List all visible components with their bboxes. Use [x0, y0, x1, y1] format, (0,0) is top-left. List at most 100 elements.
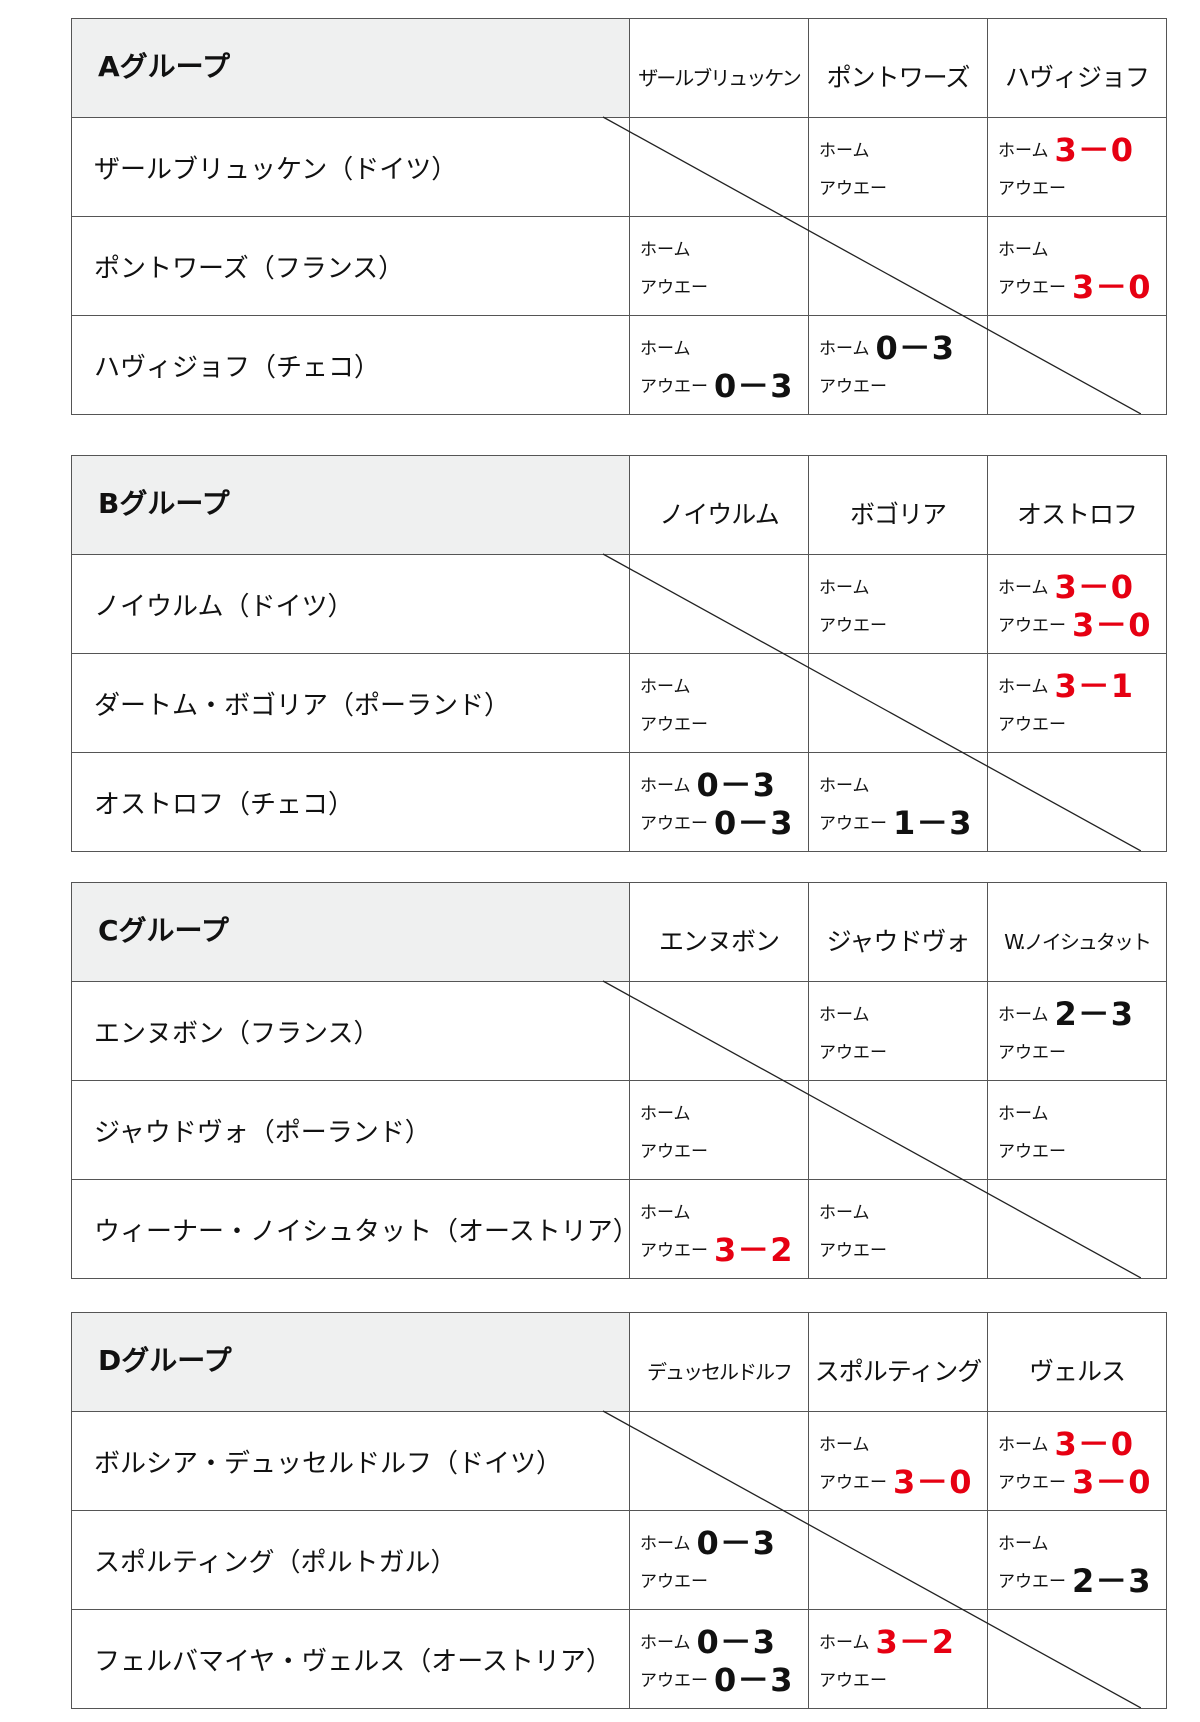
match-cell: ホーム 3－0 アウエー 3－0	[987, 1411, 1167, 1511]
away-line: アウエー	[998, 1130, 1156, 1168]
team-name: ザールブリュッケン（ドイツ）	[71, 117, 630, 217]
match-cell: ホーム 0－3 アウエー	[629, 1510, 809, 1610]
home-line: ホーム 0－3	[640, 1621, 798, 1661]
away-label: アウエー	[640, 1240, 708, 1261]
away-line: アウエー	[640, 1560, 798, 1598]
match-cell: ホーム 3－0 アウエー 3－0	[987, 554, 1167, 654]
team-name: ウィーナー・ノイシュタット（オーストリア）	[71, 1179, 630, 1279]
home-label: ホーム	[998, 1004, 1049, 1025]
away-score: 1－3	[893, 804, 973, 842]
league-table: Dグループ デュッセルドルフ スポルティング ヴェルス ボルシア・デュッセルドルフ（ドイ…	[71, 1312, 1167, 1709]
match-cell: ホーム アウエー 1－3	[808, 752, 988, 852]
column-header: ヴェルス	[987, 1312, 1167, 1412]
away-label: アウエー	[819, 1670, 887, 1691]
away-label: アウエー	[998, 714, 1066, 735]
table-row: ジャウドヴォ（ポーランド） ホーム アウエー ホーム アウエー	[71, 1080, 1167, 1180]
home-label: ホーム	[640, 1202, 691, 1223]
home-label: ホーム	[819, 140, 870, 161]
home-label: ホーム	[640, 1632, 691, 1653]
home-label: ホーム	[819, 1434, 870, 1455]
team-name: エンヌボン（フランス）	[71, 981, 630, 1081]
away-label: アウエー	[640, 1670, 708, 1691]
home-line: ホーム	[998, 228, 1156, 266]
table-row: フェルバマイヤ・ヴェルス（オーストリア） ホーム 0－3 アウエー 0－3 ホーム 3…	[71, 1609, 1167, 1709]
away-line: アウエー	[998, 703, 1156, 741]
away-label: アウエー	[998, 1571, 1066, 1592]
league-table: Cグループ エンヌボン ジャウドヴォ W.ノイシュタット エンヌボン（フランス） ホーム…	[71, 882, 1167, 1279]
group-title: Cグループ	[71, 882, 630, 982]
team-name: ハヴィジョフ（チェコ）	[71, 315, 630, 415]
away-label: アウエー	[998, 277, 1066, 298]
table-row: オストロフ（チェコ） ホーム 0－3 アウエー 0－3 ホーム アウエー 1－3	[71, 752, 1167, 852]
away-line: アウエー 3－0	[998, 1461, 1156, 1501]
away-label: アウエー	[819, 813, 887, 834]
match-cell: ホーム 3－0 アウエー	[987, 117, 1167, 217]
self-match-cell	[808, 1510, 988, 1610]
home-label: ホーム	[998, 676, 1049, 697]
match-cell: ホーム 0－3 アウエー 0－3	[629, 752, 809, 852]
away-line: アウエー	[819, 167, 977, 205]
table-row: ポントワーズ（フランス） ホーム アウエー ホーム アウエー 3－0	[71, 216, 1167, 316]
team-name: ボルシア・デュッセルドルフ（ドイツ）	[71, 1411, 630, 1511]
away-label: アウエー	[640, 1141, 708, 1162]
match-cell: ホーム 0－3 アウエー	[808, 315, 988, 415]
table-row: ダートム・ボゴリア（ポーランド） ホーム アウエー ホーム 3－1 アウエー	[71, 653, 1167, 753]
table-row: ボルシア・デュッセルドルフ（ドイツ） ホーム アウエー 3－0 ホーム 3－0 アウ…	[71, 1411, 1167, 1511]
away-score: 0－3	[714, 1661, 794, 1699]
column-header: デュッセルドルフ	[629, 1312, 809, 1412]
away-score: 3－2	[714, 1231, 794, 1269]
away-line: アウエー	[640, 266, 798, 304]
league-table: Bグループ ノイウルム ボゴリア オストロフ ノイウルム（ドイツ） ホーム アウエー ホ…	[71, 455, 1167, 852]
away-line: アウエー 3－0	[998, 266, 1156, 306]
away-line: アウエー	[998, 167, 1156, 205]
match-cell: ホーム 3－2 アウエー	[808, 1609, 988, 1709]
away-line: アウエー 2－3	[998, 1560, 1156, 1600]
self-match-cell	[987, 1609, 1167, 1709]
column-header: ボゴリア	[808, 455, 988, 555]
away-label: アウエー	[998, 615, 1066, 636]
home-label: ホーム	[640, 775, 691, 796]
home-label: ホーム	[640, 676, 691, 697]
away-line: アウエー	[819, 1659, 977, 1697]
match-cell: ホーム アウエー 3－2	[629, 1179, 809, 1279]
team-name: ジャウドヴォ（ポーランド）	[71, 1080, 630, 1180]
away-line: アウエー	[998, 1031, 1156, 1069]
self-match-cell	[629, 1411, 809, 1511]
home-line: ホーム	[819, 764, 977, 802]
group-table: Cグループ エンヌボン ジャウドヴォ W.ノイシュタット エンヌボン（フランス） ホーム…	[71, 882, 1167, 1279]
league-table: Aグループ ザールブリュッケン ポントワーズ ハヴィジョフ ザールブリュッケン（ドイツ）…	[71, 18, 1167, 415]
table-row: エンヌボン（フランス） ホーム アウエー ホーム 2－3 アウエー	[71, 981, 1167, 1081]
away-label: アウエー	[998, 1042, 1066, 1063]
home-score: 3－2	[875, 1623, 956, 1661]
home-line: ホーム 3－0	[998, 566, 1156, 606]
home-line: ホーム	[819, 129, 977, 167]
home-label: ホーム	[819, 775, 870, 796]
away-score: 0－3	[714, 367, 794, 405]
away-label: アウエー	[640, 1571, 708, 1592]
column-header: ハヴィジョフ	[987, 18, 1167, 118]
home-line: ホーム	[998, 1092, 1156, 1130]
away-score: 3－0	[1072, 268, 1152, 306]
home-label: ホーム	[819, 1004, 870, 1025]
column-header: ノイウルム	[629, 455, 809, 555]
home-line: ホーム	[998, 1522, 1156, 1560]
team-name: スポルティング（ポルトガル）	[71, 1510, 630, 1610]
column-header: ザールブリュッケン	[629, 18, 809, 118]
home-score: 0－3	[875, 329, 956, 367]
header-row: Aグループ ザールブリュッケン ポントワーズ ハヴィジョフ	[71, 18, 1167, 118]
away-score: 3－0	[1072, 1463, 1152, 1501]
away-line: アウエー	[640, 703, 798, 741]
group-table: Aグループ ザールブリュッケン ポントワーズ ハヴィジョフ ザールブリュッケン（ドイツ）…	[71, 18, 1167, 415]
home-line: ホーム	[640, 1191, 798, 1229]
away-line: アウエー 0－3	[640, 802, 798, 842]
away-label: アウエー	[998, 1141, 1066, 1162]
column-header: ジャウドヴォ	[808, 882, 988, 982]
match-cell: ホーム アウエー	[629, 1080, 809, 1180]
match-cell: ホーム 3－1 アウエー	[987, 653, 1167, 753]
home-line: ホーム 0－3	[640, 1522, 798, 1562]
home-line: ホーム	[819, 566, 977, 604]
column-header: ポントワーズ	[808, 18, 988, 118]
column-header: W.ノイシュタット	[987, 882, 1167, 982]
self-match-cell	[629, 981, 809, 1081]
table-row: ハヴィジョフ（チェコ） ホーム アウエー 0－3 ホーム 0－3 アウエー	[71, 315, 1167, 415]
